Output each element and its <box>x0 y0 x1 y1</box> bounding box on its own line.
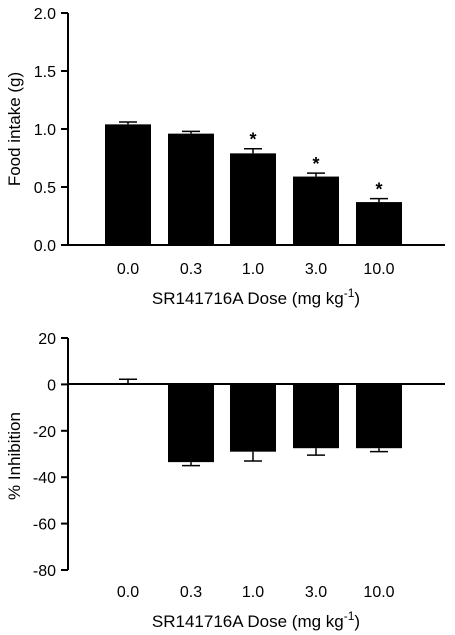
inhibition-x-tick-label: 0.0 <box>117 584 139 601</box>
inhibition-x-tick-label: 1.0 <box>242 584 264 601</box>
food-intake-x-ticks: 0.0 0.3 1.0 3.0 10.0 <box>117 261 395 278</box>
food-intake-significance-star: * <box>249 130 256 150</box>
inhibition-y-tick-label: 0 <box>47 377 56 394</box>
inhibition-y-tick-label: -20 <box>33 424 56 441</box>
food-intake-bar <box>168 133 214 245</box>
food-intake-y-tick-label: 1.0 <box>34 122 56 139</box>
inhibition-y-tick-label: -80 <box>33 563 56 580</box>
inhibition-x-axis-title: SR141716A Dose (mg kg-1) <box>152 609 360 631</box>
food-intake-significance-star: * <box>375 180 382 200</box>
inhibition-chart: -80 -60 -40 -20 0 20 0.0 0.3 1.0 3.0 10.0 % Inhib… <box>5 331 445 631</box>
inhibition-y-tick-label: 20 <box>38 331 56 348</box>
food-intake-x-tick-label: 0.0 <box>117 261 139 278</box>
inhibition-bar <box>230 384 276 452</box>
food-intake-y-ticks: 0.0 0.5 1.0 1.5 2.0 <box>34 6 68 255</box>
inhibition-x-tick-label: 0.3 <box>180 584 202 601</box>
inhibition-x-tick-label: 10.0 <box>363 584 394 601</box>
food-intake-bar <box>230 153 276 245</box>
inhibition-bar <box>356 384 402 449</box>
food-intake-significance-marks: * * * <box>249 130 382 200</box>
inhibition-bar <box>293 384 339 449</box>
food-intake-chart: * * * 0.0 0.5 1.0 1.5 2.0 0.0 0.3 1.0 3.0 10.0 Foo… <box>5 6 445 308</box>
food-intake-y-tick-label: 0.0 <box>34 238 56 255</box>
food-intake-x-tick-label: 0.3 <box>180 261 202 278</box>
food-intake-bar <box>293 176 339 245</box>
inhibition-bar <box>168 384 214 463</box>
inhibition-x-tick-label: 3.0 <box>305 584 327 601</box>
inhibition-y-tick-label: -40 <box>33 470 56 487</box>
food-intake-significance-star: * <box>312 154 319 174</box>
food-intake-y-tick-label: 2.0 <box>34 6 56 23</box>
inhibition-x-ticks: 0.0 0.3 1.0 3.0 10.0 <box>117 584 395 601</box>
inhibition-y-tick-label: -60 <box>33 517 56 534</box>
inhibition-y-axis-title: % Inhibition <box>5 412 24 500</box>
food-intake-x-tick-label: 1.0 <box>242 261 264 278</box>
food-intake-x-axis-title: SR141716A Dose (mg kg-1) <box>152 286 360 308</box>
inhibition-bars <box>105 383 402 463</box>
food-intake-y-axis-title: Food intake (g) <box>5 72 24 186</box>
food-intake-x-tick-label: 3.0 <box>305 261 327 278</box>
food-intake-bar <box>356 202 402 245</box>
food-intake-bars <box>105 124 402 245</box>
food-intake-bar <box>105 124 151 245</box>
food-intake-y-tick-label: 0.5 <box>34 180 56 197</box>
food-intake-y-tick-label: 1.5 <box>34 64 56 81</box>
food-intake-x-tick-label: 10.0 <box>363 261 394 278</box>
inhibition-y-ticks: -80 -60 -40 -20 0 20 <box>33 331 68 580</box>
food-intake-error-bars <box>119 121 388 203</box>
